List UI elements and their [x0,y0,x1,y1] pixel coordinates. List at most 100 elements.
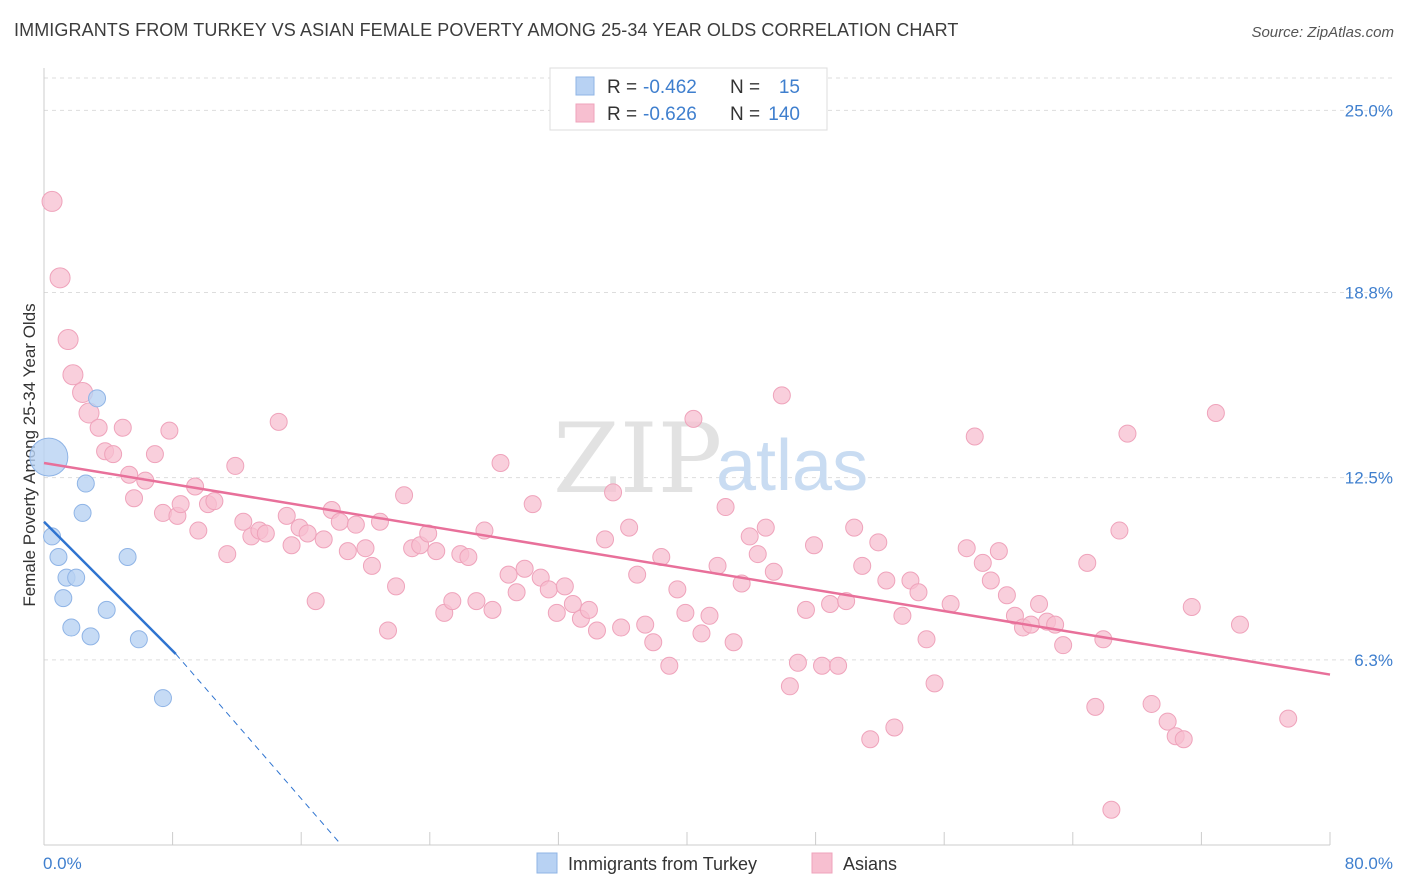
asians-point [684,409,703,428]
asians-point [57,329,79,351]
asians-point [483,600,502,619]
asians-point [628,565,647,584]
asians-point [515,559,534,578]
y-tick-label: 12.5% [1345,469,1393,488]
asians-point [171,495,190,514]
asians-point [62,364,84,386]
asians-point [587,621,606,640]
legend-n-value-asians: 140 [768,104,800,125]
asians-point [1182,597,1201,616]
asians-point [256,524,275,543]
y-tick-label: 25.0% [1345,101,1393,120]
asians-point [700,606,719,625]
asians-point [877,571,896,590]
asians-point [636,615,655,634]
legend-r-label-turkey: R = [607,77,637,98]
asians-point [234,512,253,531]
asians-point [973,553,992,572]
asians-point [989,542,1008,561]
asians-point [740,527,759,546]
asians-point [1078,553,1097,572]
asians-point [981,571,1000,590]
asians-point [379,621,398,640]
asians-point [579,600,598,619]
asians-point [780,677,799,696]
turkey-point [153,689,172,708]
asians-point [909,583,928,602]
asians-point [563,595,582,614]
asians-point [314,530,333,549]
asians-point [120,465,139,484]
asians-point [1086,697,1105,716]
asians-point [764,562,783,581]
asians-point [756,518,775,537]
asians-point [748,545,767,564]
asians-point [1118,424,1137,443]
asians-point [507,583,526,602]
asians-point [459,548,478,567]
asians-point [885,718,904,737]
legend-swatch-turkey [575,76,595,96]
asians-point [1102,800,1121,819]
y-tick-label: 6.3% [1354,651,1393,670]
asians-point [1054,636,1073,655]
chart-source: Source: ZipAtlas.com [1251,24,1394,41]
asians-point [113,418,132,437]
asians-point [555,577,574,596]
asians-point [205,492,224,511]
trend-lines [43,461,1331,846]
turkey-point [76,474,95,493]
legend-n-value-turkey: 15 [779,77,800,98]
asians-point [788,653,807,672]
asians-point [692,624,711,643]
asians-point [869,533,888,552]
asians-point [1206,404,1225,423]
bottom-legend-swatch-turkey [536,852,558,874]
asians-point [298,524,317,543]
asians-point [189,521,208,540]
asians-point [523,495,542,514]
asians-point [104,445,123,464]
asians-point [491,453,510,472]
asians-point [965,427,984,446]
asians-point [153,503,172,522]
asians-point [1174,730,1193,749]
asians-point [306,592,325,611]
asians-point [1030,595,1049,614]
bottom-legend-label-asians: Asians [843,854,897,874]
asians-point [604,483,623,502]
series-immigrants-from-turkey [29,389,172,708]
asians-point [853,556,872,575]
asians-point [49,267,71,289]
legend-swatch-asians [575,103,595,123]
asians-point [1142,694,1161,713]
asians-point [925,674,944,693]
asians-point [893,606,912,625]
asians-point [387,577,406,596]
asians-point [668,580,687,599]
asians-point [1158,712,1177,731]
x-tick-labels: 0.0% 80.0% [43,854,1393,873]
turkey-point [97,600,116,619]
asians-point [796,600,815,619]
asians-point [772,386,791,405]
asians-point [346,515,365,534]
series-legend: Immigrants from Turkey Asians [536,852,897,874]
asians-point [277,506,296,525]
asians-point [395,486,414,505]
asians-point [1110,521,1129,540]
series-asians [41,190,1298,819]
asians-trend-line [43,461,1331,676]
asians-point [997,586,1016,605]
turkey-point [88,389,107,408]
asians-point [362,556,381,575]
turkey-point [62,618,81,637]
asians-point [596,530,615,549]
turkey-point [43,527,62,546]
asians-point [356,539,375,558]
asians-point [78,402,100,424]
asians-point [269,412,288,431]
asians-point [861,730,880,749]
asians-point [160,421,179,440]
